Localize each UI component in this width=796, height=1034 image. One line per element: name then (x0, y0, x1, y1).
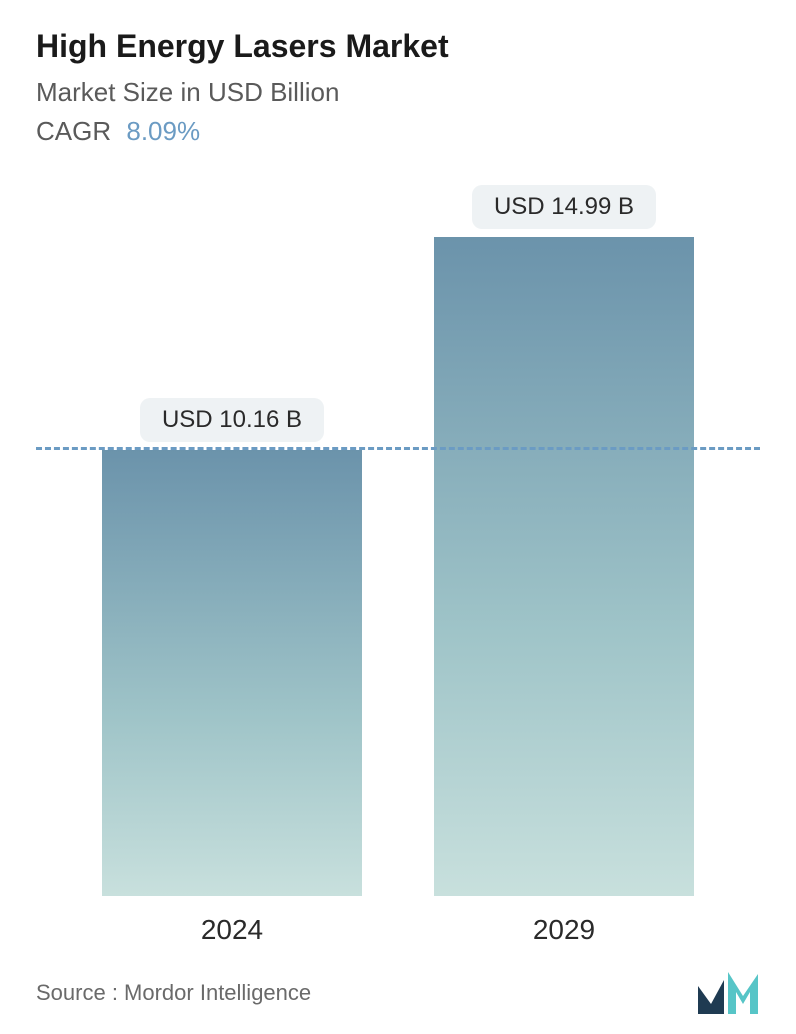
chart-subtitle: Market Size in USD Billion (36, 77, 760, 108)
bar (102, 450, 362, 896)
bars-container: USD 10.16 B USD 14.99 B (36, 177, 760, 896)
cagr-row: CAGR 8.09% (36, 116, 760, 147)
cagr-label: CAGR (36, 116, 111, 146)
chart-footer: Source : Mordor Intelligence (36, 956, 760, 1014)
value-badge: USD 14.99 B (472, 185, 656, 229)
reference-line (36, 447, 760, 450)
mordor-logo-icon (698, 972, 760, 1014)
bar (434, 237, 694, 896)
cagr-value: 8.09% (126, 116, 200, 146)
source-text: Source : Mordor Intelligence (36, 980, 311, 1006)
x-axis-label: 2024 (102, 914, 362, 946)
x-axis-label: 2029 (434, 914, 694, 946)
x-axis-labels: 2024 2029 (36, 914, 760, 946)
value-badge: USD 10.16 B (140, 398, 324, 442)
bar-group-2024: USD 10.16 B (102, 398, 362, 896)
bar-group-2029: USD 14.99 B (434, 185, 694, 896)
chart-title: High Energy Lasers Market (36, 28, 760, 65)
chart-area: USD 10.16 B USD 14.99 B 2024 2029 (36, 177, 760, 946)
